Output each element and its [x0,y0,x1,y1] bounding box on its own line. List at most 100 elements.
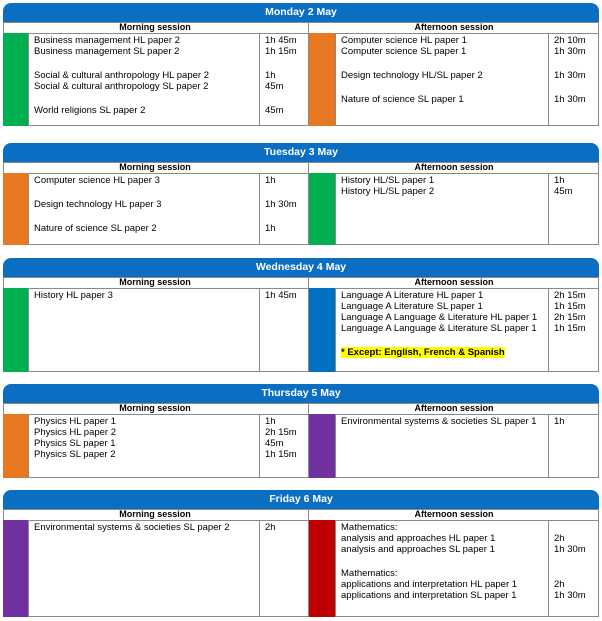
exam-note: * Except: English, French & Spanish [341,347,505,358]
exam-subject: applications and interpretation SL paper… [341,590,517,601]
exam-duration: 1h 15m [265,449,297,460]
session-color-strip [3,414,28,478]
exam-duration: 2h [554,533,565,544]
rule [259,173,260,245]
session-heading: Morning session [119,509,191,519]
rule [259,414,260,478]
exam-subject: Business management HL paper 2 [34,35,180,46]
exam-subject: analysis and approaches SL paper 1 [341,544,495,555]
day-header: Monday 2 May [3,3,599,22]
rule [308,277,309,372]
rule [548,288,549,372]
exam-duration: 1h 15m [554,323,586,334]
day-header: Wednesday 4 May [3,258,599,277]
rule [335,520,336,617]
exam-duration: 1h 45m [265,35,297,46]
session-color-strip [3,288,28,372]
rule [308,22,309,126]
session-heading: Afternoon session [414,509,494,519]
exam-duration: 2h 10m [554,35,586,46]
exam-duration: 2h [554,579,565,590]
rule [3,288,599,289]
rule [259,33,260,126]
exam-subject: Design technology HL/SL paper 2 [341,70,483,81]
rule [259,288,260,372]
exam-subject: analysis and approaches HL paper 1 [341,533,496,544]
day-header: Tuesday 3 May [3,143,599,162]
session-color-strip [309,414,335,478]
rule [3,173,599,174]
exam-duration: 1h 30m [554,544,586,555]
exam-duration: 1h 15m [265,46,297,57]
exam-duration: 1h 15m [554,301,586,312]
rule [548,33,549,126]
exam-duration: 1h [265,175,276,186]
session-heading: Afternoon session [414,277,494,287]
exam-duration: 1h 30m [554,94,586,105]
session-heading: Afternoon session [414,162,494,172]
exam-duration: 1h 45m [265,290,297,301]
exam-duration: 2h 15m [554,312,586,323]
exam-subject: Language A Language & Literature HL pape… [341,312,538,323]
rule [308,509,309,617]
session-heading: Morning session [119,403,191,413]
rule [3,33,599,34]
exam-duration: 1h [554,416,565,427]
exam-subject: Language A Language & Literature SL pape… [341,323,537,334]
exam-duration: 1h 30m [554,590,586,601]
exam-duration: 45m [265,105,284,116]
exam-subject: Language A Literature HL paper 1 [341,290,484,301]
rule [335,33,336,126]
session-heading: Morning session [119,22,191,32]
session-color-strip [3,33,28,126]
exam-subject: World religions SL paper 2 [34,105,146,116]
rule [335,288,336,372]
rule [3,520,599,521]
exam-duration: 1h 30m [554,70,586,81]
rule [259,520,260,617]
exam-duration: 2h 15m [554,290,586,301]
exam-duration: 45m [265,438,284,449]
exam-subject: Physics HL paper 1 [34,416,117,427]
session-color-strip [3,173,28,245]
exam-subject: Computer science HL paper 1 [341,35,467,46]
rule [335,173,336,245]
rule [548,414,549,478]
exam-subject: Language A Literature SL paper 1 [341,301,483,312]
exam-subject: Physics SL paper 1 [34,438,116,449]
exam-duration: 45m [265,81,284,92]
rule [28,33,29,126]
exam-duration: 1h [265,416,276,427]
exam-subject: Mathematics: [341,522,398,533]
exam-subject: Social & cultural anthropology HL paper … [34,70,209,81]
exam-subject: Computer science HL paper 3 [34,175,160,186]
exam-duration: 1h [265,70,276,81]
rule [28,173,29,245]
exam-subject: Social & cultural anthropology SL paper … [34,81,209,92]
exam-duration: 2h [265,522,276,533]
rule [308,403,309,478]
exam-duration: 2h 15m [265,427,297,438]
session-color-strip [309,33,335,126]
day-header: Friday 6 May [3,490,599,509]
session-color-strip [309,520,335,617]
exam-subject: Mathematics: [341,568,398,579]
rule [335,414,336,478]
rule [548,173,549,245]
exam-duration: 1h [265,223,276,234]
exam-subject: Environmental systems & societies SL pap… [341,416,537,427]
exam-subject: Nature of science SL paper 1 [341,94,464,105]
session-heading: Afternoon session [414,403,494,413]
exam-subject: Physics HL paper 2 [34,427,117,438]
rule [28,520,29,617]
day-header: Thursday 5 May [3,384,599,403]
exam-subject: Environmental systems & societies SL pap… [34,522,230,533]
session-color-strip [3,520,28,617]
exam-subject: History HL/SL paper 2 [341,186,435,197]
session-heading: Morning session [119,277,191,287]
exam-subject: History HL paper 3 [34,290,113,301]
exam-subject: Computer science SL paper 1 [341,46,467,57]
exam-subject: Nature of science SL paper 2 [34,223,157,234]
session-color-strip [309,288,335,372]
